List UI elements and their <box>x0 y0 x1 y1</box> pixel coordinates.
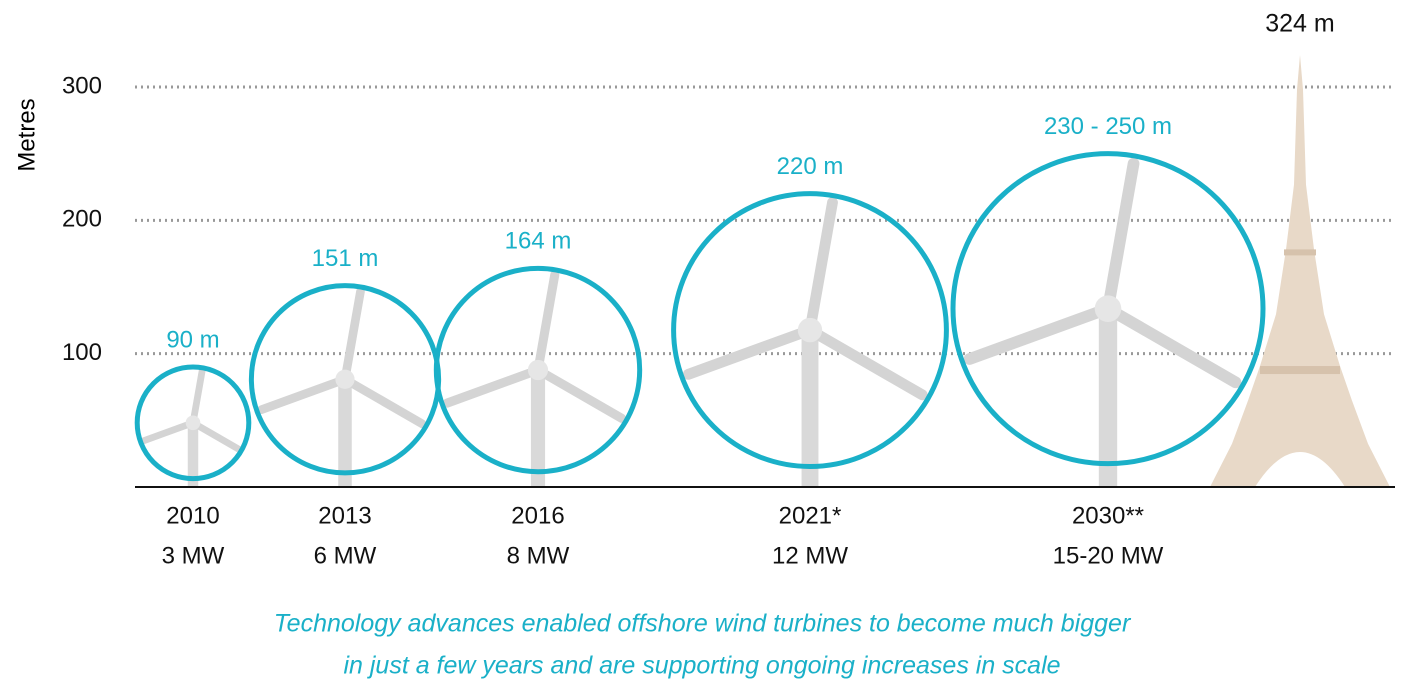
turbine-blade <box>257 374 350 415</box>
turbine-tower <box>801 330 819 487</box>
turbine-blade <box>804 197 838 336</box>
capacity-label: 6 MW <box>314 542 377 569</box>
turbine-blade <box>533 270 560 375</box>
turbine <box>257 287 427 487</box>
caption: Technology advances enabled offshore win… <box>274 610 1132 638</box>
turbine-hub <box>335 369 355 389</box>
x-tick-label: 2013 <box>318 502 371 529</box>
turbine-hub <box>527 359 549 381</box>
landmark-tower <box>1210 55 1390 487</box>
x-tick-label: 2030** <box>1072 502 1144 529</box>
turbine <box>963 157 1242 487</box>
tower-deck <box>1260 366 1340 375</box>
rotor-circle <box>950 151 1266 467</box>
turbine-blade <box>682 324 816 380</box>
tower-arch <box>1255 452 1345 487</box>
turbine-blade <box>189 367 206 427</box>
y-tick-label: 100 <box>62 339 102 366</box>
tower-deck <box>1284 249 1316 256</box>
turbine-hub <box>1094 295 1122 322</box>
caption: in just a few years and are supporting o… <box>343 652 1060 680</box>
turbine-tower <box>530 370 546 487</box>
turbine-tower <box>1098 308 1118 487</box>
turbine-blade <box>533 365 627 423</box>
landmark-label: 324 m <box>1265 10 1334 38</box>
value-label: 230 - 250 m <box>1044 113 1172 140</box>
y-tick-label: 300 <box>62 72 102 99</box>
value-label: 220 m <box>777 153 844 180</box>
rotor-circle <box>433 265 643 475</box>
rotor-circle <box>671 191 949 469</box>
value-label: 90 m <box>166 326 219 353</box>
turbine-blade <box>1102 157 1140 315</box>
turbine <box>682 197 928 487</box>
turbine-tower <box>338 379 352 487</box>
turbine-blade <box>340 374 427 429</box>
turbine-hub <box>797 317 823 343</box>
y-tick-label: 200 <box>62 206 102 233</box>
capacity-label: 12 MW <box>772 542 848 569</box>
turbine-tower <box>187 422 199 487</box>
x-tick-label: 2021* <box>779 502 842 529</box>
value-label: 151 m <box>312 245 379 272</box>
rotor-circle <box>134 364 252 482</box>
capacity-label: 8 MW <box>507 542 570 569</box>
turbine-hub <box>185 415 201 431</box>
turbine-blade <box>804 324 928 401</box>
turbine-blade <box>340 287 365 384</box>
turbine-blade <box>1102 302 1242 389</box>
capacity-label: 15-20 MW <box>1053 542 1164 569</box>
value-label: 164 m <box>505 228 572 255</box>
x-tick-label: 2016 <box>511 502 564 529</box>
turbine-blade <box>963 302 1114 365</box>
turbine <box>442 270 627 487</box>
x-tick-label: 2010 <box>166 502 219 529</box>
turbine <box>139 367 243 487</box>
turbine-blade <box>442 365 543 408</box>
turbine-blade <box>139 419 197 445</box>
turbine-blade <box>189 419 243 453</box>
capacity-label: 3 MW <box>162 542 225 569</box>
y-axis-label: Metres <box>13 98 40 171</box>
